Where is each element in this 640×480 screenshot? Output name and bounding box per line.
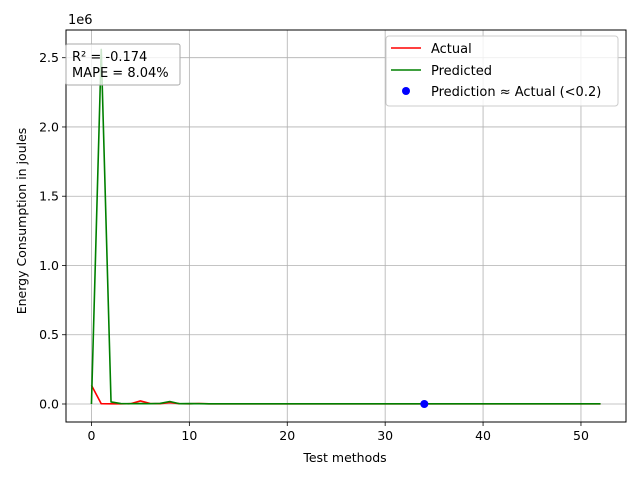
y-tick-label: 0.5	[39, 327, 59, 342]
metrics-annotation: R² = -0.174 MAPE = 8.04%	[65, 43, 181, 86]
y-tick-label: 1.0	[39, 258, 59, 273]
y-axis-ticks: 0.0 0.5 1.0 1.5 2.0 2.5	[39, 50, 66, 411]
legend: Actual Predicted Prediction ≈ Actual (<0…	[385, 35, 619, 107]
y-offset-label: 1e6	[68, 13, 93, 28]
legend-label-match-point: Prediction ≈ Actual (<0.2)	[431, 85, 601, 100]
legend-box	[385, 35, 619, 107]
legend-swatch-match-point	[402, 87, 410, 95]
y-tick-label: 1.5	[39, 189, 59, 204]
metrics-annotation-r2: R² = -0.174	[72, 50, 147, 65]
y-tick-label: 0.0	[39, 396, 59, 411]
grid	[66, 30, 626, 422]
x-axis-ticks: 0 10 20 30 40 50	[87, 422, 589, 443]
x-tick-label: 10	[181, 428, 197, 443]
metrics-annotation-mape: MAPE = 8.04%	[72, 66, 169, 81]
legend-label-actual: Actual	[431, 42, 472, 57]
y-tick-label: 2.0	[39, 119, 59, 134]
x-tick-label: 0	[87, 428, 95, 443]
x-tick-label: 50	[573, 428, 589, 443]
match-point	[420, 399, 429, 408]
y-axis-label: Energy Consumption in joules	[14, 128, 29, 315]
predicted-line	[90, 48, 601, 405]
legend-label-predicted: Predicted	[431, 64, 492, 79]
plot-series	[90, 48, 601, 408]
x-axis-label: Test methods	[302, 450, 386, 465]
x-tick-label: 20	[279, 428, 295, 443]
x-tick-label: 40	[475, 428, 491, 443]
y-tick-label: 2.5	[39, 50, 59, 65]
x-tick-label: 30	[377, 428, 393, 443]
metrics-annotation-box	[65, 43, 181, 86]
plot-frame	[65, 29, 627, 423]
